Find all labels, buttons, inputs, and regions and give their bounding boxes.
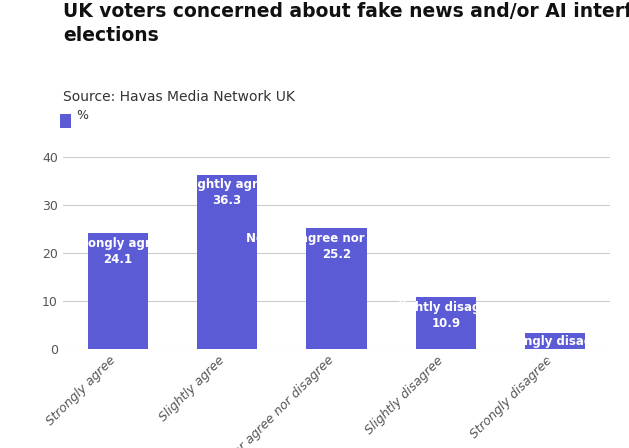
Text: Slightly agree
36.3: Slightly agree 36.3 — [181, 178, 274, 207]
Text: UK voters concerned about fake news and/or AI interference in upcoming
elections: UK voters concerned about fake news and/… — [63, 2, 629, 46]
Bar — [525, 332, 585, 349]
Text: %: % — [77, 109, 89, 122]
Bar — [197, 175, 257, 349]
Text: Strongly agree
24.1: Strongly agree 24.1 — [69, 237, 167, 266]
Text: Source: Havas Media Network UK: Source: Havas Media Network UK — [63, 90, 295, 103]
Bar — [88, 233, 148, 349]
Bar — [306, 228, 367, 349]
Text: Neither agree nor disagree
25.2: Neither agree nor disagree 25.2 — [247, 232, 426, 261]
Text: Slightly disagree
10.9: Slightly disagree 10.9 — [390, 301, 502, 330]
Bar — [416, 297, 476, 349]
Text: Strongly disagree
3.5: Strongly disagree 3.5 — [496, 335, 615, 364]
